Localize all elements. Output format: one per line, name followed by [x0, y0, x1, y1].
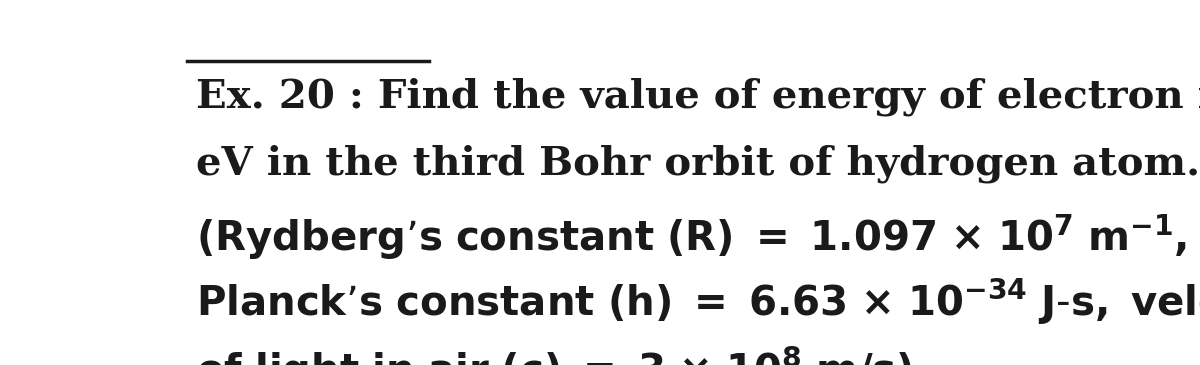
Text: Ex. 20 : Find the value of energy of electron in: Ex. 20 : Find the value of energy of ele…: [197, 77, 1200, 116]
Text: $\mathbf{Planck\rq s\ constant\ (h)\ =\ 6.63\ {\times}\ 10^{-34}\ J\text{-}s,\ v: $\mathbf{Planck\rq s\ constant\ (h)\ =\ …: [197, 277, 1200, 327]
Text: $\mathbf{(Rydberg\rq s\ constant\ (R)\ =\ 1.097\ {\times}\ 10^{7}\ m^{-1},}$: $\mathbf{(Rydberg\rq s\ constant\ (R)\ =…: [197, 212, 1188, 262]
Text: eV in the third Bohr orbit of hydrogen atom.: eV in the third Bohr orbit of hydrogen a…: [197, 145, 1200, 184]
Text: $\mathbf{of\ light\ in\ air\ (c)\ =\ 3\ {\times}\ 10^{8}\ m/s).}$: $\mathbf{of\ light\ in\ air\ (c)\ =\ 3\ …: [197, 345, 928, 365]
